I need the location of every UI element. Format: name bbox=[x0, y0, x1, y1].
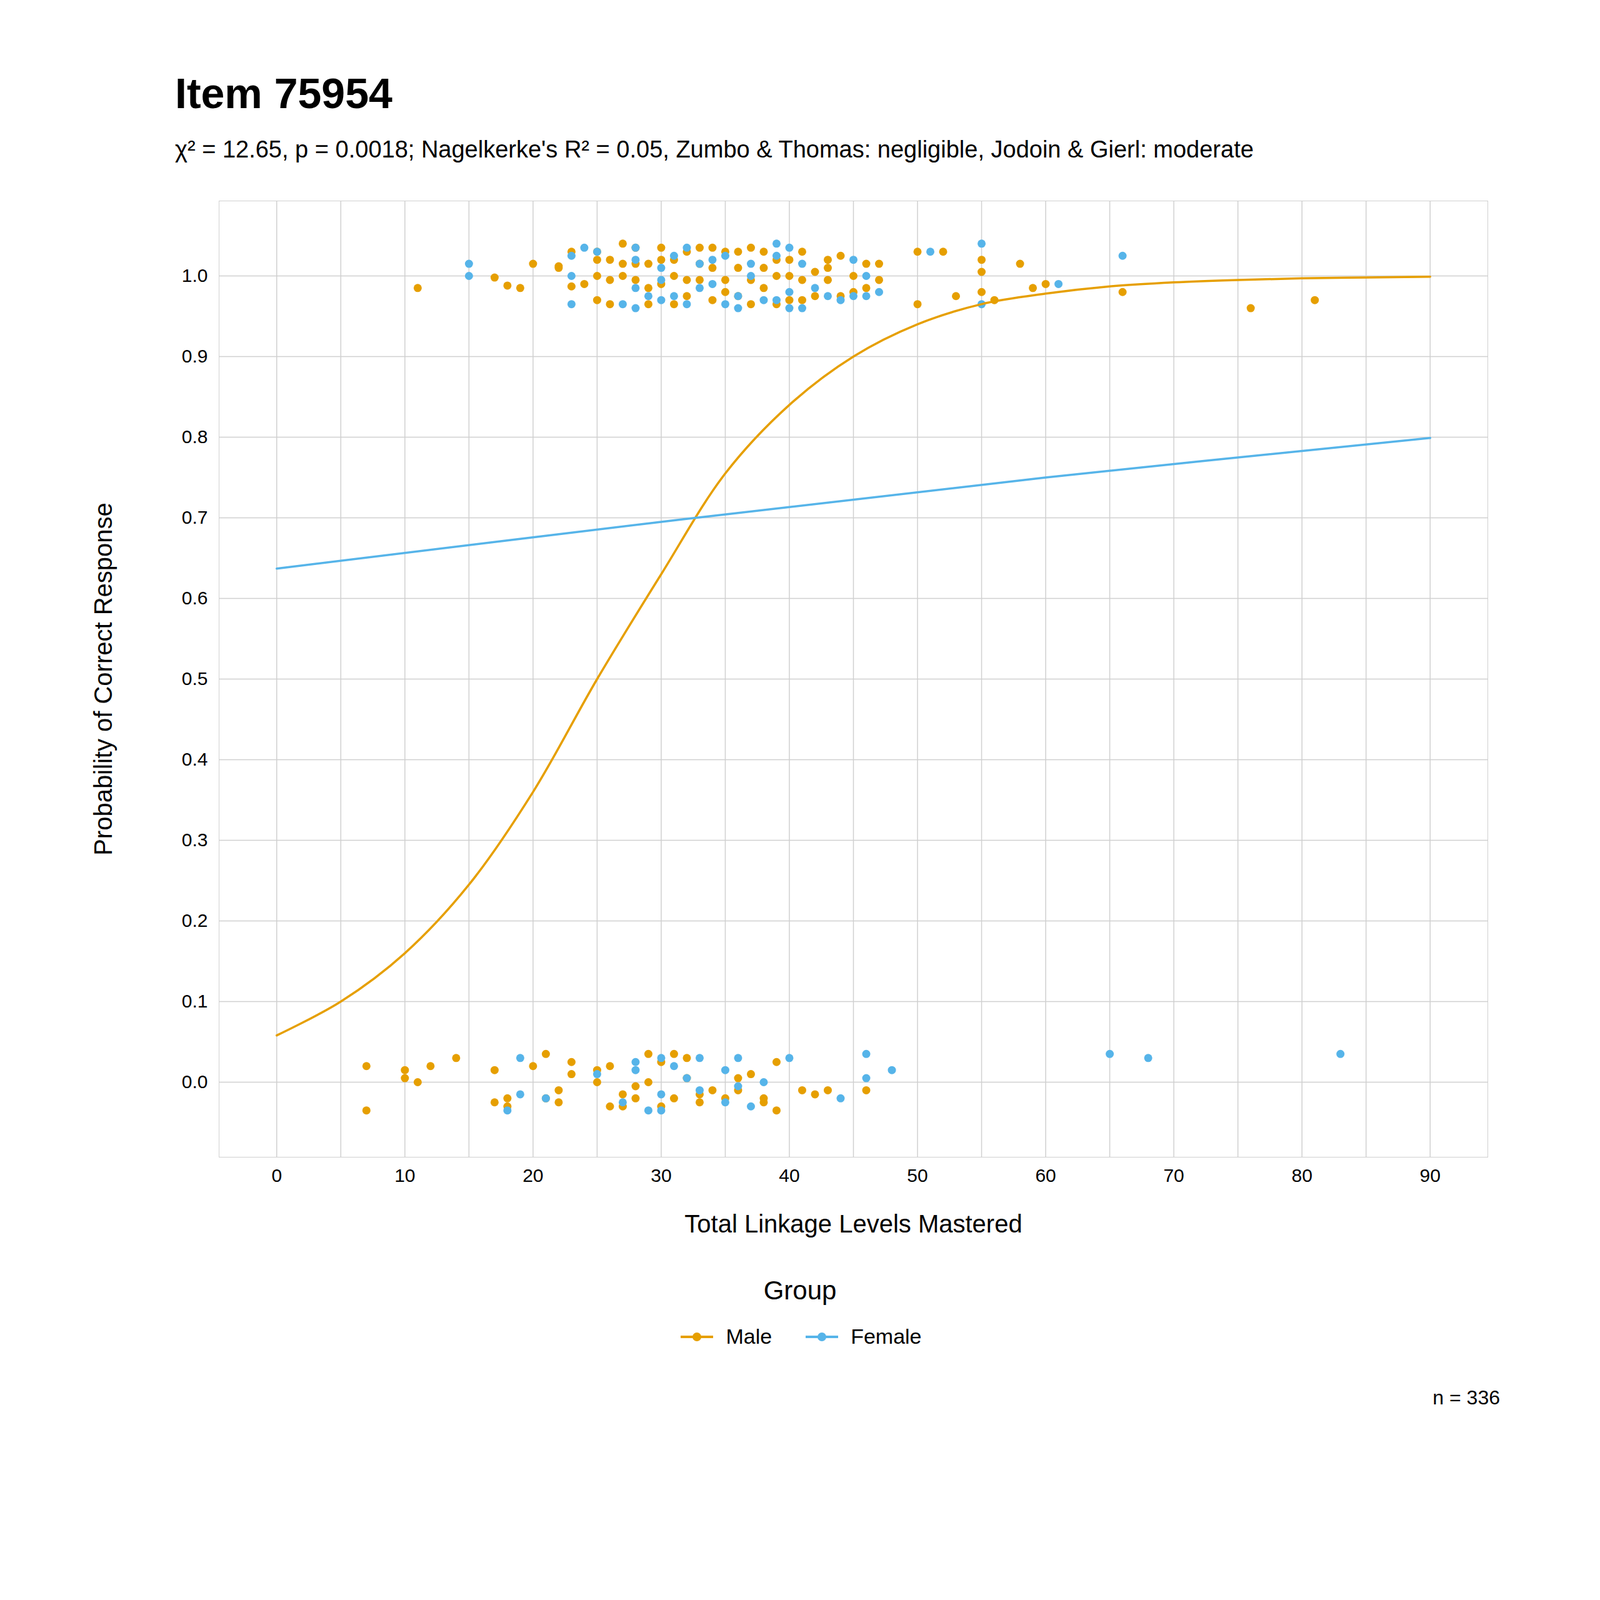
html-text:Female: Female bbox=[850, 1324, 922, 1349]
html-text:n = 336: n = 336 bbox=[1432, 1386, 1500, 1409]
svg-text:0.8: 0.8 bbox=[181, 426, 209, 447]
html-text:Item 75954: Item 75954 bbox=[175, 69, 393, 117]
html-text:Group: Group bbox=[763, 1275, 837, 1305]
svg-text:50: 50 bbox=[906, 1165, 928, 1186]
svg-text:80: 80 bbox=[1291, 1165, 1312, 1186]
svg-text:90: 90 bbox=[1420, 1165, 1441, 1186]
svg-text:20: 20 bbox=[522, 1165, 544, 1186]
html-text:Male: Male bbox=[725, 1324, 772, 1349]
svg-text:60: 60 bbox=[1035, 1165, 1056, 1186]
svg-text:70: 70 bbox=[1163, 1165, 1184, 1186]
html-text:χ² = 12.65, p = 0.0018; Nagelk: χ² = 12.65, p = 0.0018; Nagelkerke's R² … bbox=[175, 136, 1254, 163]
svg-text:10: 10 bbox=[394, 1165, 415, 1186]
svg-text:0.1: 0.1 bbox=[181, 990, 209, 1012]
svg-text:1.0: 1.0 bbox=[181, 265, 209, 286]
svg-text:0.7: 0.7 bbox=[181, 506, 209, 528]
svg-text:0.6: 0.6 bbox=[181, 587, 209, 609]
svg-text:0: 0 bbox=[271, 1165, 282, 1186]
svg-text:30: 30 bbox=[650, 1165, 672, 1186]
svg-text:0.0: 0.0 bbox=[181, 1071, 209, 1092]
svg-text:Total Linkage Levels Mastered: Total Linkage Levels Mastered bbox=[684, 1210, 1022, 1238]
svg-text:Probability of Correct Respons: Probability of Correct Response bbox=[89, 502, 117, 856]
svg-text:0.3: 0.3 bbox=[181, 829, 209, 850]
svg-text:0.9: 0.9 bbox=[181, 345, 209, 367]
svg-text:40: 40 bbox=[778, 1165, 800, 1186]
svg-text:0.4: 0.4 bbox=[181, 748, 209, 770]
svg-text:0.5: 0.5 bbox=[181, 668, 209, 689]
svg-text:0.2: 0.2 bbox=[181, 910, 209, 931]
